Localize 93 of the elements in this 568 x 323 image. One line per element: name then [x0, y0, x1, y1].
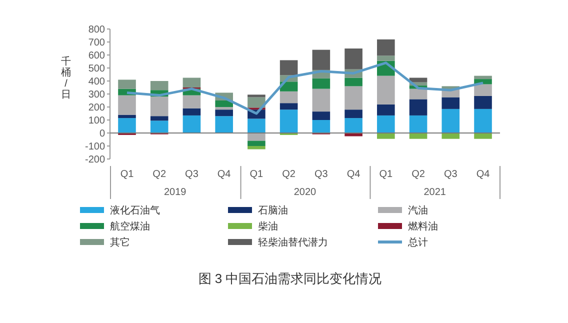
- x-tick-label: Q1: [120, 169, 134, 180]
- bar: [377, 104, 395, 116]
- bar: [377, 39, 395, 56]
- bar: [280, 91, 298, 104]
- bar: [248, 97, 266, 108]
- bar: [150, 81, 168, 90]
- x-tick-label: Q1: [379, 169, 394, 180]
- bar: [312, 78, 330, 89]
- x-tick-label: Q3: [185, 169, 199, 180]
- bar: [118, 80, 136, 89]
- bar: [344, 118, 362, 133]
- bar: [280, 103, 298, 110]
- x-tick-label: Q2: [152, 169, 166, 180]
- y-tick-label: 800: [88, 24, 106, 36]
- x-tick-label: Q3: [444, 169, 458, 180]
- x-tick-label: Q3: [314, 169, 328, 180]
- y-tick-label: -100: [84, 142, 106, 152]
- bar: [377, 133, 395, 139]
- legend-label: 柴油: [258, 220, 278, 232]
- bar: [118, 95, 136, 115]
- legend-label: 轻柴油替代潜力: [258, 236, 328, 248]
- bar: [118, 114, 136, 118]
- bar: [182, 115, 201, 133]
- text: 2019: [164, 187, 187, 198]
- bar: [248, 133, 266, 141]
- bar: [474, 133, 492, 139]
- bar: [312, 88, 330, 112]
- x-tick-label: Q2: [412, 169, 426, 180]
- bar: [248, 118, 266, 133]
- y-tick-label: 300: [88, 90, 106, 100]
- x-tick-label: Q4: [346, 169, 361, 180]
- y-tick-label: -200: [84, 154, 106, 166]
- legend-label: 燃料油: [408, 220, 438, 232]
- bar: [409, 88, 428, 100]
- bar: [248, 140, 266, 146]
- bar: [344, 48, 362, 70]
- bar: [344, 78, 362, 86]
- bar: [442, 133, 460, 139]
- text: 2020: [294, 187, 317, 198]
- bar: [248, 94, 266, 98]
- y-tick-label: 400: [88, 76, 106, 88]
- bar: [442, 97, 460, 109]
- bar: [118, 118, 136, 133]
- bar: [215, 110, 233, 116]
- bar: [182, 108, 201, 116]
- bar: [280, 110, 298, 133]
- bar: [150, 120, 168, 133]
- y-tick-label: 0: [99, 128, 106, 140]
- bar: [474, 76, 492, 80]
- bar: [442, 108, 460, 133]
- y-tick-label: 200: [88, 102, 106, 114]
- bar: [280, 60, 298, 76]
- bar: [215, 100, 233, 107]
- bar: [474, 108, 492, 133]
- bar: [474, 96, 492, 109]
- text: 2021: [424, 187, 446, 198]
- bar: [377, 115, 395, 133]
- x-tick-label: Q4: [476, 169, 490, 180]
- bar: [344, 110, 362, 118]
- bar: [150, 96, 168, 116]
- legend-label: 总计: [407, 236, 428, 248]
- bar: [215, 107, 233, 110]
- y-tick-label: 500: [88, 64, 106, 74]
- bar: [312, 120, 330, 133]
- legend-label: 汽油: [408, 204, 428, 216]
- bar: [409, 78, 428, 82]
- bar: [312, 50, 330, 70]
- bar: [150, 116, 168, 121]
- bar: [409, 133, 428, 139]
- bar: [344, 86, 362, 110]
- y-tick-label: 600: [88, 50, 106, 62]
- bar: [182, 78, 201, 88]
- bar: [377, 56, 395, 61]
- line-series: [126, 62, 484, 115]
- bar: [377, 76, 395, 104]
- text: 图 3 中国石油需求同比变化情况: [198, 271, 382, 286]
- y-tick-label: 700: [88, 38, 106, 48]
- x-tick-label: Q4: [217, 169, 232, 180]
- bar: [248, 146, 266, 150]
- x-tick-label: Q1: [250, 169, 264, 180]
- bar: [409, 99, 428, 116]
- y-tick-label: 100: [88, 116, 106, 126]
- legend-label: 液化石油气: [110, 204, 160, 216]
- bar: [312, 112, 330, 120]
- bar: [182, 95, 201, 108]
- legend-label: 其它: [110, 236, 130, 248]
- x-tick-label: Q2: [282, 169, 296, 180]
- legend-label: 航空煤油: [110, 220, 150, 232]
- bar: [409, 115, 428, 133]
- y-axis-title: 千桶/日: [61, 56, 71, 100]
- bar: [474, 84, 492, 96]
- bar: [215, 116, 233, 133]
- legend-label: 石脑油: [258, 204, 288, 216]
